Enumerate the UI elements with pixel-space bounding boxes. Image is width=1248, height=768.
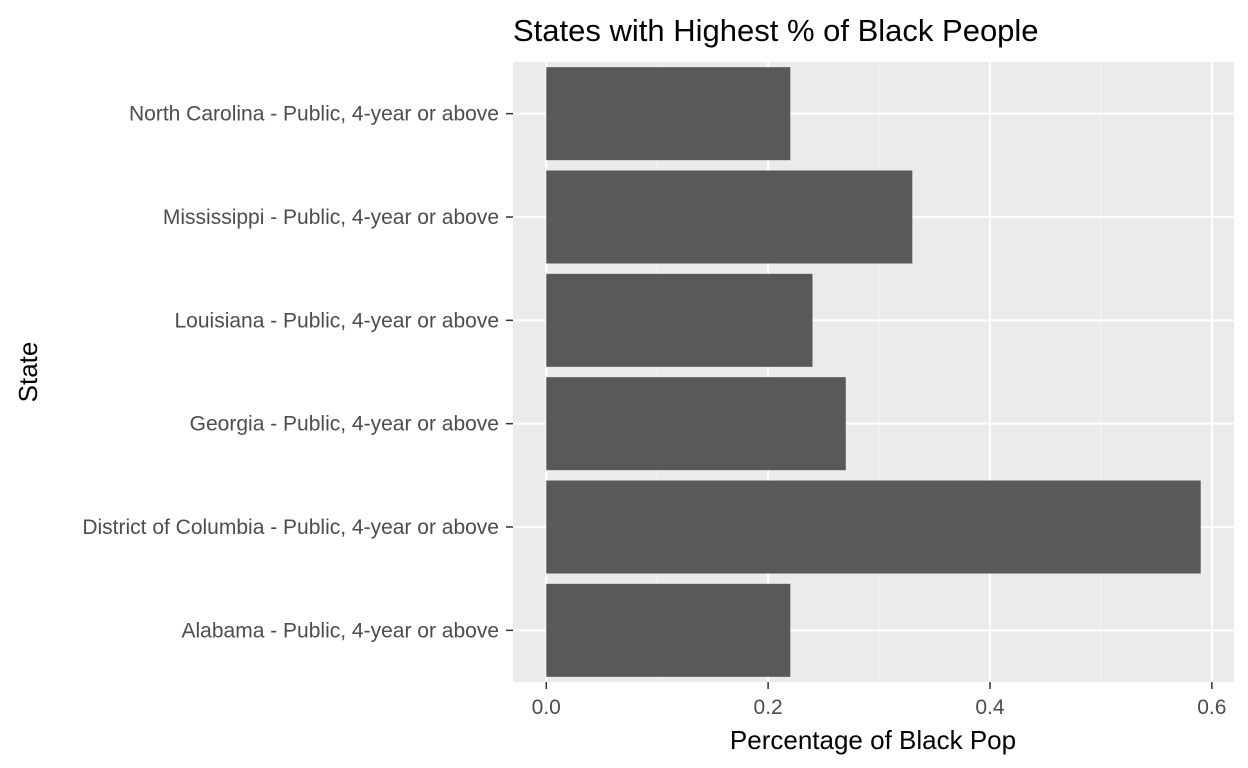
x-tick-label: 0.6 xyxy=(1197,696,1226,719)
y-tick-label: North Carolina - Public, 4-year or above xyxy=(129,103,499,126)
x-tick-label: 0.2 xyxy=(754,696,783,719)
bars xyxy=(546,67,1201,677)
bar xyxy=(546,273,813,367)
y-tick-label: Mississippi - Public, 4-year or above xyxy=(163,206,499,229)
y-tick-label: Georgia - Public, 4-year or above xyxy=(190,413,499,436)
minor-gridlines xyxy=(656,62,1102,682)
x-axis: 0.0 0.2 0.4 0.6 xyxy=(532,682,1226,719)
bar xyxy=(546,67,791,161)
x-axis-title: Percentage of Black Pop xyxy=(730,725,1016,755)
plot-panel xyxy=(513,62,1234,682)
chart-title: States with Highest % of Black People xyxy=(513,13,1039,48)
bar xyxy=(546,583,791,677)
y-tick-label: District of Columbia - Public, 4-year or… xyxy=(82,516,499,539)
y-axis-title: State xyxy=(13,342,43,403)
y-tick-label: Alabama - Public, 4-year or above xyxy=(182,619,500,642)
bar xyxy=(546,377,846,471)
y-axis: Alabama - Public, 4-year or above Distric… xyxy=(82,103,513,642)
y-tick-label: Louisiana - Public, 4-year or above xyxy=(174,309,499,332)
bar xyxy=(546,170,913,264)
bar xyxy=(546,480,1201,574)
x-tick-label: 0.0 xyxy=(532,696,561,719)
x-tick-label: 0.4 xyxy=(975,696,1005,719)
